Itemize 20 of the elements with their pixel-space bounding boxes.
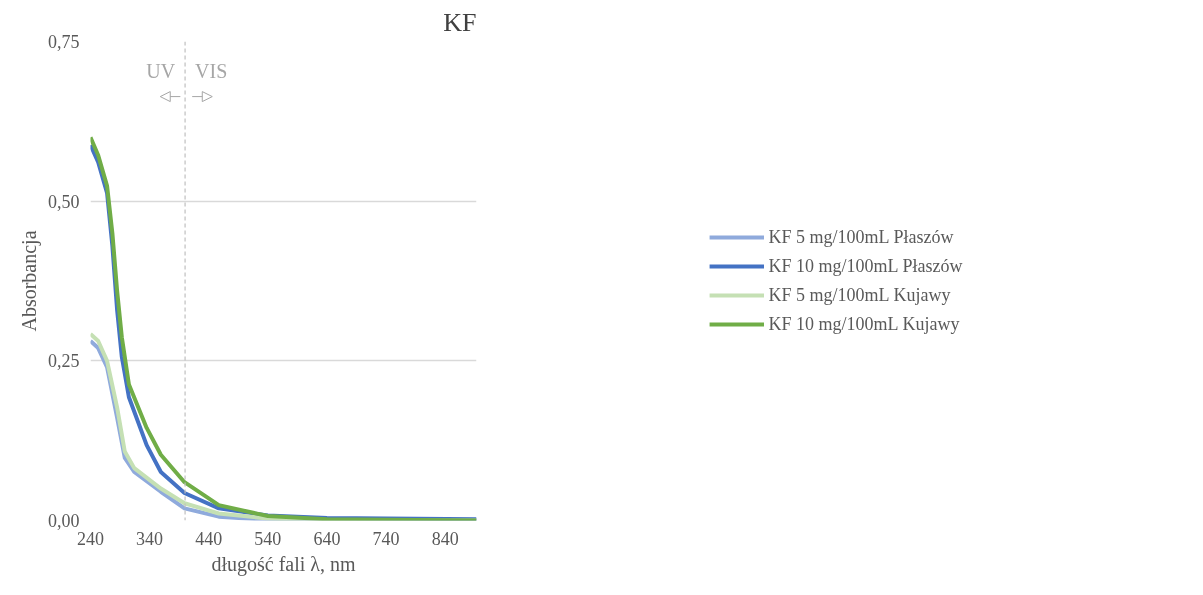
legend-label: KF 10 mg/100mL Płaszów — [768, 255, 963, 277]
y-tick-label: 0,50 — [48, 191, 80, 212]
legend-label: KF 5 mg/100mL Kujawy — [768, 284, 951, 306]
y-axis-title: Absorbancja — [18, 230, 41, 332]
x-tick-label: 340 — [136, 528, 164, 549]
legend-label: KF 10 mg/100mL Kujawy — [768, 313, 960, 335]
x-tick-label: 240 — [77, 528, 104, 549]
x-tick-label: 540 — [254, 528, 282, 549]
x-tick-label: 840 — [431, 528, 459, 549]
annotation: VIS — [195, 59, 228, 82]
x-axis-title: długość fali λ, nm — [211, 552, 356, 576]
annotation: UV — [146, 59, 176, 82]
legend-label: KF 5 mg/100mL Płaszów — [768, 226, 954, 248]
x-tick-label: 440 — [195, 528, 223, 549]
chart-title: KF — [443, 7, 477, 37]
y-tick-label: 0,00 — [48, 511, 80, 531]
x-tick-label: 640 — [313, 528, 341, 549]
y-tick-label: 0,75 — [48, 32, 80, 52]
x-tick-label: 740 — [372, 528, 400, 549]
y-tick-label: 0,25 — [48, 351, 80, 372]
